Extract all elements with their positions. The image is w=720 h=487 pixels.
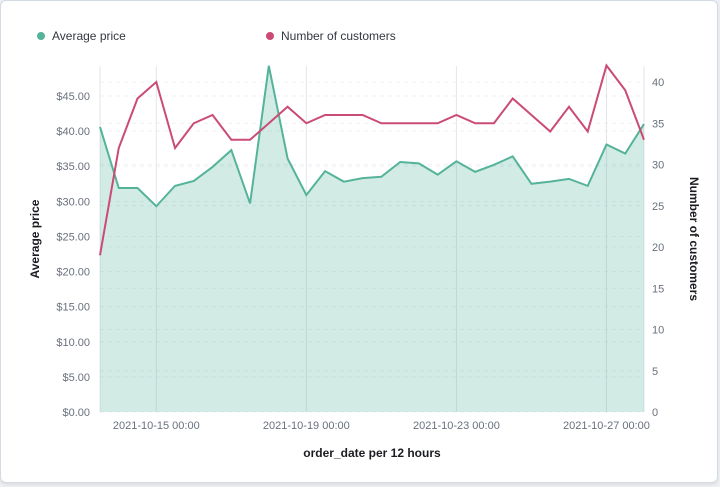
y-right-tick-label: 5 <box>652 366 658 378</box>
y-right-tick-label: 15 <box>652 283 664 295</box>
y-left-tick-label: $5.00 <box>62 372 90 384</box>
average-price-line <box>99 65 645 208</box>
y-left-tick-label: $25.00 <box>56 231 90 243</box>
number-of-customers-line <box>99 63 645 256</box>
legend-item-average-price[interactable]: Average price <box>37 29 126 43</box>
x-tick-label: 2021-10-27 00:00 <box>563 420 650 432</box>
y-right-tick-label: 10 <box>652 325 664 337</box>
y-left-tick-label: $20.00 <box>56 267 90 279</box>
x-tick-label: 2021-10-15 00:00 <box>113 420 200 432</box>
legend-dot <box>37 32 45 40</box>
y-right-tick-label: 25 <box>652 201 664 213</box>
y-right-tick-label: 0 <box>652 407 658 419</box>
legend-item-number-of-customers[interactable]: Number of customers <box>266 29 396 43</box>
x-axis-title: order_date per 12 hours <box>303 446 441 460</box>
legend-label: Average price <box>52 29 126 43</box>
y-right-tick-label: 35 <box>652 118 664 130</box>
y-right-axis-title: Number of customers <box>687 177 701 301</box>
y-left-tick-label: $0.00 <box>62 407 90 419</box>
y-right-tick-label: 40 <box>652 77 664 89</box>
x-tick-label: 2021-10-23 00:00 <box>413 420 500 432</box>
y-left-tick-label: $10.00 <box>56 337 90 349</box>
y-left-tick-label: $40.00 <box>56 126 90 138</box>
y-left-tick-label: $15.00 <box>56 302 90 314</box>
y-right-tick-label: 20 <box>652 242 664 254</box>
y-left-tick-label: $30.00 <box>56 196 90 208</box>
y-left-tick-label: $45.00 <box>56 91 90 103</box>
y-left-tick-label: $35.00 <box>56 161 90 173</box>
legend-label: Number of customers <box>281 29 396 43</box>
legend-dot <box>266 32 274 40</box>
y-right-tick-label: 30 <box>652 160 664 172</box>
y-left-axis-title: Average price <box>28 199 42 278</box>
average-price-area <box>100 65 644 412</box>
x-tick-label: 2021-10-19 00:00 <box>263 420 350 432</box>
